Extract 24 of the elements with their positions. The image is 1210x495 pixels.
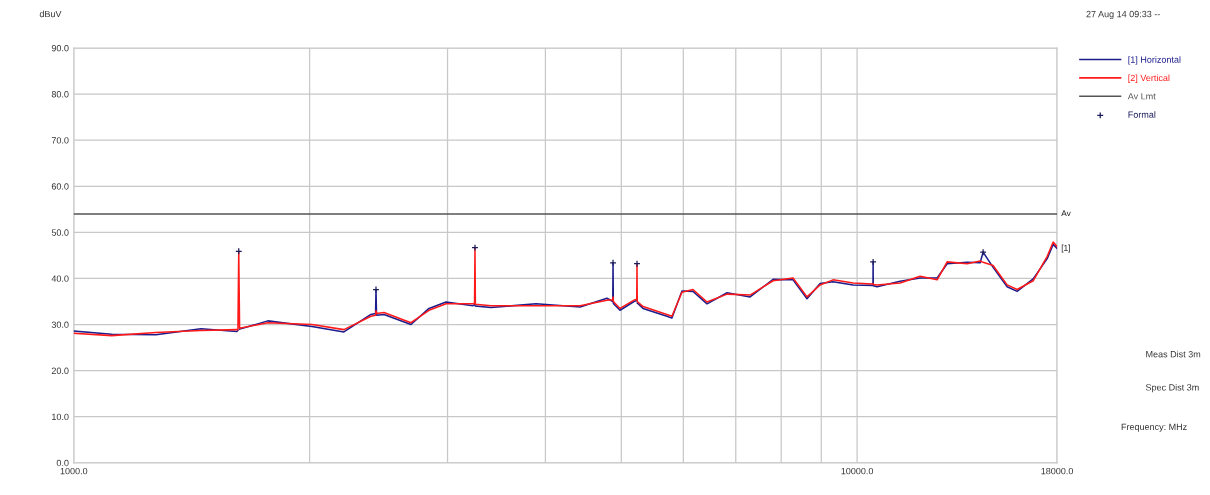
text: Frequency: MHz	[1121, 423, 1187, 432]
text: Formal	[1128, 111, 1156, 118]
text: 27 Aug 14 09:33 --	[1086, 10, 1160, 20]
y-tick-label: 40.0	[51, 275, 69, 282]
y-tick-label: 30.0	[51, 321, 69, 328]
text: Meas Dist 3m	[1146, 350, 1201, 358]
y-tick-label: 90.0	[51, 44, 69, 52]
legend-label: Av Lmt	[1127, 93, 1156, 100]
legend-label: [1] Horizontal	[1128, 56, 1181, 65]
annotation: [1]	[1061, 244, 1070, 253]
y-axis-title: dBuV	[39, 10, 62, 18]
x-tick-label: 10000.0	[841, 467, 874, 475]
y-tick-label: 80.0	[51, 91, 69, 98]
text: Spec Dist 3m	[1145, 383, 1199, 393]
y-tick-label: 20.0	[51, 367, 69, 375]
x-tick-label: 1000.0	[60, 467, 88, 475]
y-tick-label: 70.0	[51, 137, 69, 144]
legend-label: [2] Vertical	[1128, 74, 1170, 83]
y-tick-label: 50.0	[51, 229, 69, 236]
y-tick-label: 60.0	[51, 183, 69, 190]
annotation: Av	[1061, 210, 1071, 217]
y-tick-label: 0.0	[56, 459, 69, 467]
x-tick-label: 18000.0	[1041, 467, 1074, 475]
y-tick-label: 10.0	[52, 413, 69, 421]
